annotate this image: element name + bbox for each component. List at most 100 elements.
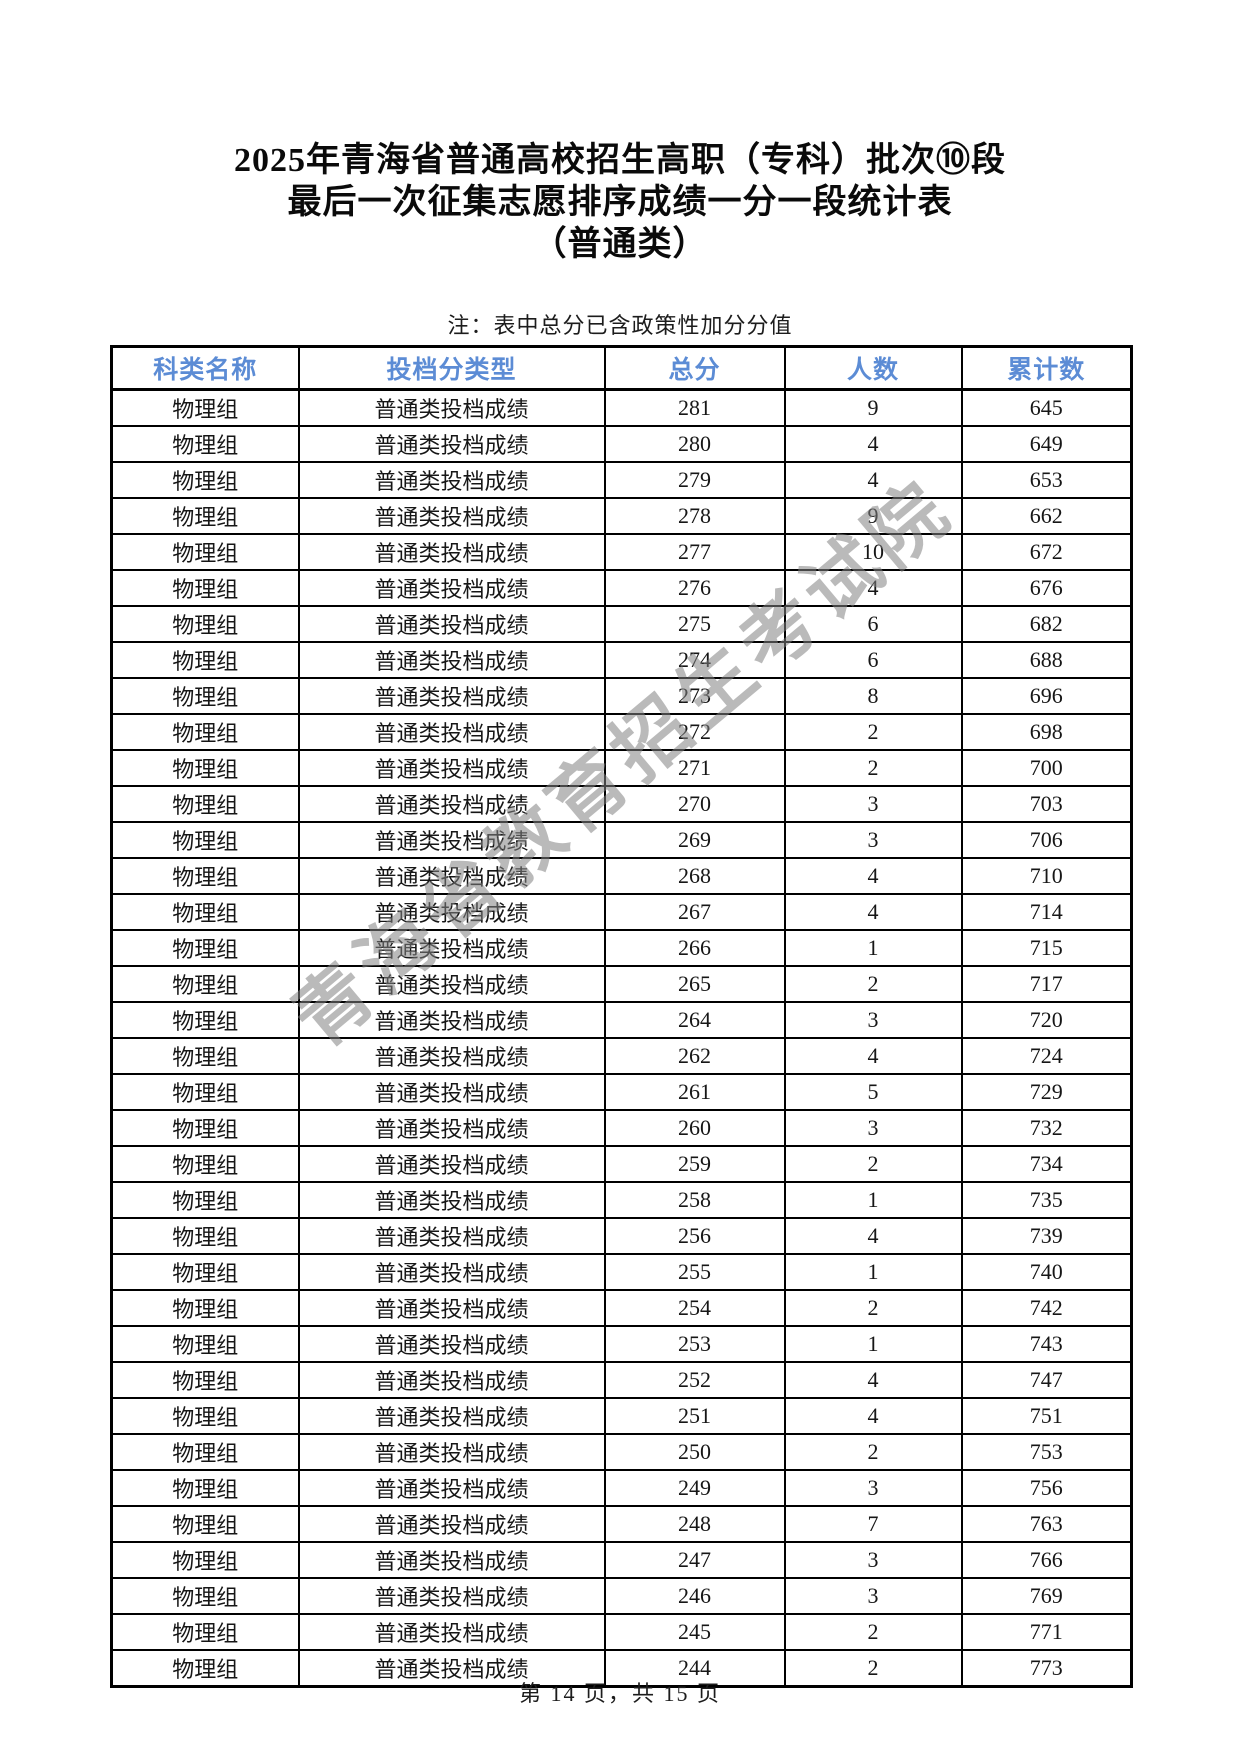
cell-count: 1	[783, 929, 963, 967]
cell-category: 物理组	[110, 1325, 300, 1363]
cell-cumulative: 676	[960, 569, 1133, 607]
document-title: 2025年青海省普通高校招生高职（专科）批次⑩段 最后一次征集志愿排序成绩一分一…	[0, 140, 1240, 266]
column-header-type: 投档分类型	[297, 345, 606, 391]
cell-type: 普通类投档成绩	[297, 893, 606, 931]
cell-cumulative: 724	[960, 1037, 1133, 1075]
cell-category: 物理组	[110, 1181, 300, 1219]
cell-category: 物理组	[110, 641, 300, 679]
table-note: 注：表中总分已含政策性加分分值	[447, 313, 793, 338]
cell-type: 普通类投档成绩	[297, 1253, 606, 1291]
table-row: 物理组 普通类投档成绩 277 10 672	[110, 533, 1133, 571]
table-row: 物理组 普通类投档成绩 265 2 717	[110, 965, 1133, 1003]
cell-type: 普通类投档成绩	[297, 1361, 606, 1399]
cell-category: 物理组	[110, 1217, 300, 1255]
cell-score: 265	[603, 965, 786, 1003]
cell-count: 3	[783, 1577, 963, 1615]
table-row: 物理组 普通类投档成绩 247 3 766	[110, 1541, 1133, 1579]
cell-type: 普通类投档成绩	[297, 1037, 606, 1075]
cell-score: 266	[603, 929, 786, 967]
cell-cumulative: 645	[960, 388, 1133, 427]
cell-type: 普通类投档成绩	[297, 821, 606, 859]
cell-count: 4	[783, 425, 963, 463]
cell-category: 物理组	[110, 533, 300, 571]
table-row: 物理组 普通类投档成绩 269 3 706	[110, 821, 1133, 859]
table-body: 物理组 普通类投档成绩 281 9 645 物理组 普通类投档成绩 280 4 …	[110, 388, 1133, 1688]
cell-category: 物理组	[110, 1469, 300, 1507]
cell-count: 4	[783, 1361, 963, 1399]
document-title-line-1: 2025年青海省普通高校招生高职（专科）批次⑩段	[234, 142, 1006, 179]
cell-cumulative: 688	[960, 641, 1133, 679]
cell-cumulative: 682	[960, 605, 1133, 643]
cell-type: 普通类投档成绩	[297, 605, 606, 643]
cell-cumulative: 703	[960, 785, 1133, 823]
cell-category: 物理组	[110, 1145, 300, 1183]
cell-count: 2	[783, 1145, 963, 1183]
cell-count: 1	[783, 1325, 963, 1363]
cell-type: 普通类投档成绩	[297, 533, 606, 571]
cell-cumulative: 672	[960, 533, 1133, 571]
cell-count: 2	[783, 1433, 963, 1471]
cell-count: 4	[783, 569, 963, 607]
cell-score: 261	[603, 1073, 786, 1111]
cell-score: 264	[603, 1001, 786, 1039]
cell-cumulative: 653	[960, 461, 1133, 499]
cell-category: 物理组	[110, 749, 300, 787]
cell-type: 普通类投档成绩	[297, 785, 606, 823]
table-row: 物理组 普通类投档成绩 275 6 682	[110, 605, 1133, 643]
cell-category: 物理组	[110, 1073, 300, 1111]
cell-category: 物理组	[110, 1253, 300, 1291]
cell-type: 普通类投档成绩	[297, 1433, 606, 1471]
table-row: 物理组 普通类投档成绩 251 4 751	[110, 1397, 1133, 1435]
cell-category: 物理组	[110, 1037, 300, 1075]
cell-category: 物理组	[110, 605, 300, 643]
cell-score: 259	[603, 1145, 786, 1183]
cell-score: 277	[603, 533, 786, 571]
cell-cumulative: 743	[960, 1325, 1133, 1363]
cell-count: 2	[783, 713, 963, 751]
cell-type: 普通类投档成绩	[297, 569, 606, 607]
cell-cumulative: 769	[960, 1577, 1133, 1615]
table-row: 物理组 普通类投档成绩 250 2 753	[110, 1433, 1133, 1471]
cell-type: 普通类投档成绩	[297, 641, 606, 679]
table-row: 物理组 普通类投档成绩 255 1 740	[110, 1253, 1133, 1291]
document-title-line-3: （普通类）	[532, 226, 708, 263]
cell-cumulative: 740	[960, 1253, 1133, 1291]
cell-type: 普通类投档成绩	[297, 1145, 606, 1183]
cell-score: 247	[603, 1541, 786, 1579]
table-row: 物理组 普通类投档成绩 254 2 742	[110, 1289, 1133, 1327]
cell-score: 273	[603, 677, 786, 715]
table-row: 物理组 普通类投档成绩 280 4 649	[110, 425, 1133, 463]
cell-count: 1	[783, 1181, 963, 1219]
cell-category: 物理组	[110, 388, 300, 427]
cell-category: 物理组	[110, 1505, 300, 1543]
cell-type: 普通类投档成绩	[297, 857, 606, 895]
cell-category: 物理组	[110, 1361, 300, 1399]
cell-category: 物理组	[110, 821, 300, 859]
table-row: 物理组 普通类投档成绩 276 4 676	[110, 569, 1133, 607]
cell-count: 3	[783, 1469, 963, 1507]
table-row: 物理组 普通类投档成绩 273 8 696	[110, 677, 1133, 715]
cell-count: 2	[783, 749, 963, 787]
cell-type: 普通类投档成绩	[297, 1541, 606, 1579]
cell-cumulative: 771	[960, 1613, 1133, 1651]
cell-type: 普通类投档成绩	[297, 1577, 606, 1615]
cell-cumulative: 753	[960, 1433, 1133, 1471]
page-footer: 第 14 页，共 15 页	[518, 1681, 721, 1706]
cell-category: 物理组	[110, 1649, 300, 1688]
cell-score: 270	[603, 785, 786, 823]
cell-category: 物理组	[110, 1613, 300, 1651]
table-row: 物理组 普通类投档成绩 259 2 734	[110, 1145, 1133, 1183]
cell-cumulative: 773	[960, 1649, 1133, 1688]
cell-category: 物理组	[110, 857, 300, 895]
cell-type: 普通类投档成绩	[297, 497, 606, 535]
cell-type: 普通类投档成绩	[297, 1469, 606, 1507]
table-header-row: 科类名称 投档分类型 总分 人数 累计数	[110, 345, 1133, 391]
cell-category: 物理组	[110, 893, 300, 931]
cell-type: 普通类投档成绩	[297, 1217, 606, 1255]
score-distribution-table: 科类名称 投档分类型 总分 人数 累计数 物理组 普通类投档成绩 281 9 6…	[110, 345, 1133, 1688]
cell-score: 267	[603, 893, 786, 931]
cell-count: 10	[783, 533, 963, 571]
cell-cumulative: 698	[960, 713, 1133, 751]
cell-category: 物理组	[110, 965, 300, 1003]
cell-type: 普通类投档成绩	[297, 713, 606, 751]
